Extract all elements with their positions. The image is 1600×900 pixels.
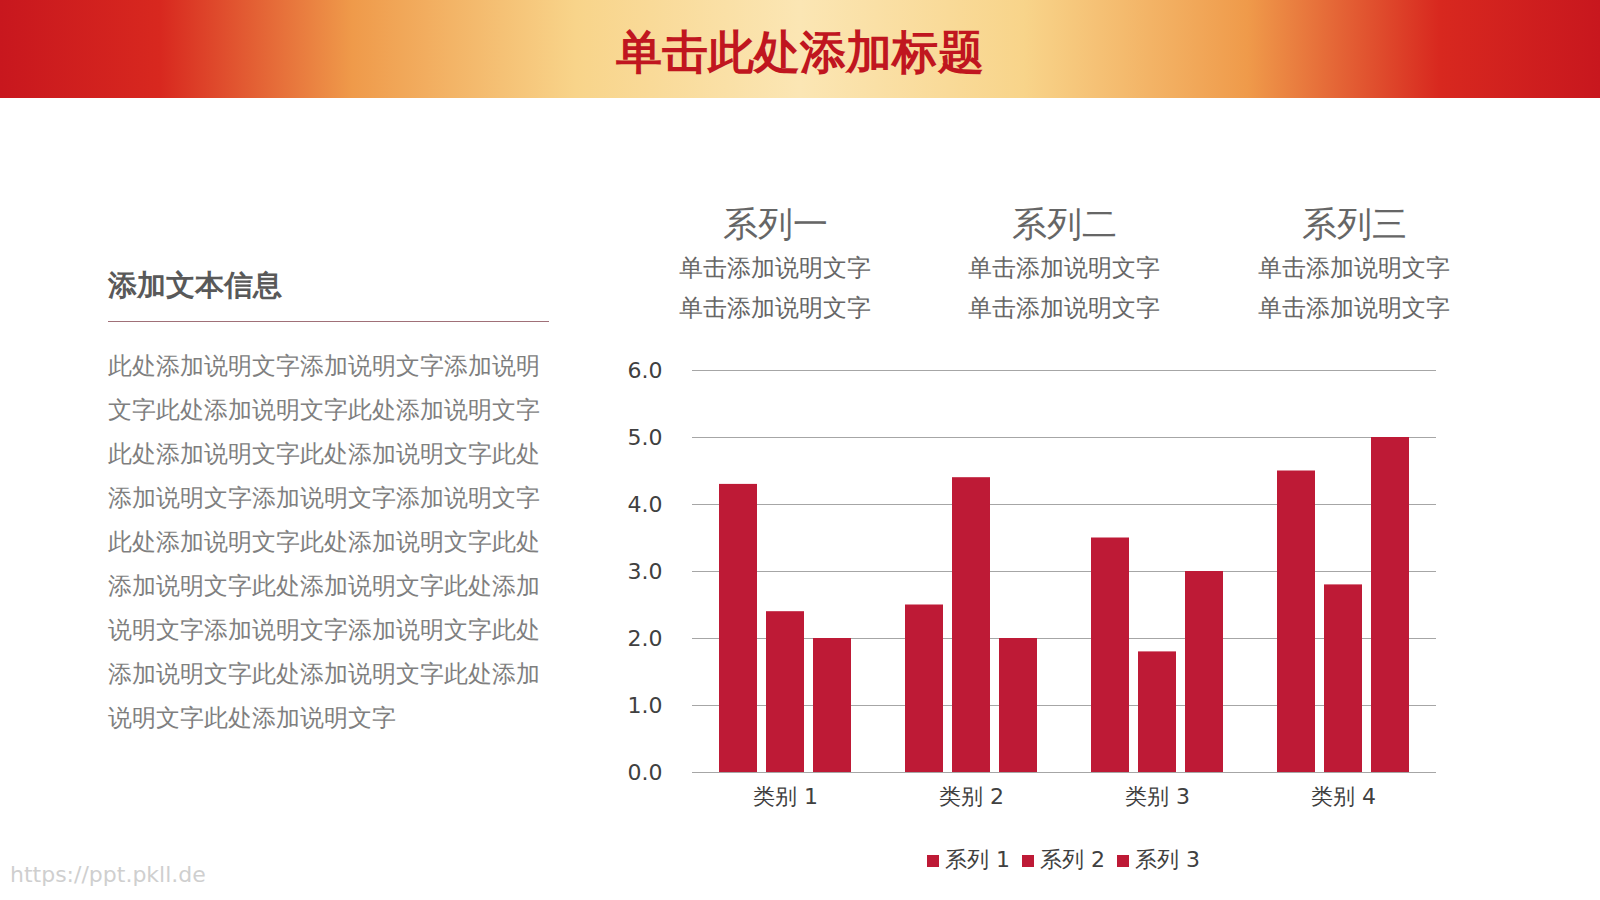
html-text:单击添加说明文字: 单击添加说明文字: [679, 294, 871, 322]
svg-text:类别 1: 类别 1: [753, 784, 818, 809]
svg-text:类别 2: 类别 2: [939, 784, 1004, 809]
html-text:系列 1: 系列 1: [945, 847, 1010, 872]
svg-text:4.0: 4.0: [628, 492, 663, 517]
svg-text:类别 3: 类别 3: [1125, 784, 1190, 809]
html-text:单击此处添加标题: 单击此处添加标题: [616, 25, 984, 79]
svg-text:0.0: 0.0: [628, 760, 663, 785]
html-text:系列三: 系列三: [1301, 204, 1407, 244]
html-text:系列 2: 系列 2: [1040, 847, 1105, 872]
svg-text:6.0: 6.0: [628, 358, 663, 383]
html-text:单击添加说明文字: 单击添加说明文字: [679, 254, 871, 282]
svg-text:2.0: 2.0: [628, 626, 663, 651]
html-text:https://ppt.pkll.de: https://ppt.pkll.de: [10, 862, 206, 887]
svg-text:5.0: 5.0: [628, 425, 663, 450]
svg-text:3.0: 3.0: [628, 559, 663, 584]
svg-text:1.0: 1.0: [628, 693, 663, 718]
html-text:单击添加说明文字: 单击添加说明文字: [968, 254, 1160, 282]
html-text:系列一: 系列一: [722, 204, 828, 244]
html-text:添加文本信息: 添加文本信息: [108, 268, 282, 302]
html-text:系列 3: 系列 3: [1135, 847, 1200, 872]
html-text:单击添加说明文字: 单击添加说明文字: [968, 294, 1160, 322]
html-text:单击添加说明文字: 单击添加说明文字: [1258, 294, 1450, 322]
html-text:此处添加说明文字添加说明文字添加说明文字此处添加说明文字此处: 此处添加说明文字添加说明文字添加说明文字此处添加说明文字此处添加说明文字此处添加…: [108, 352, 540, 732]
svg-text:类别 4: 类别 4: [1311, 784, 1376, 809]
html-text:系列二: 系列二: [1011, 204, 1117, 244]
html-text:单击添加说明文字: 单击添加说明文字: [1258, 254, 1450, 282]
